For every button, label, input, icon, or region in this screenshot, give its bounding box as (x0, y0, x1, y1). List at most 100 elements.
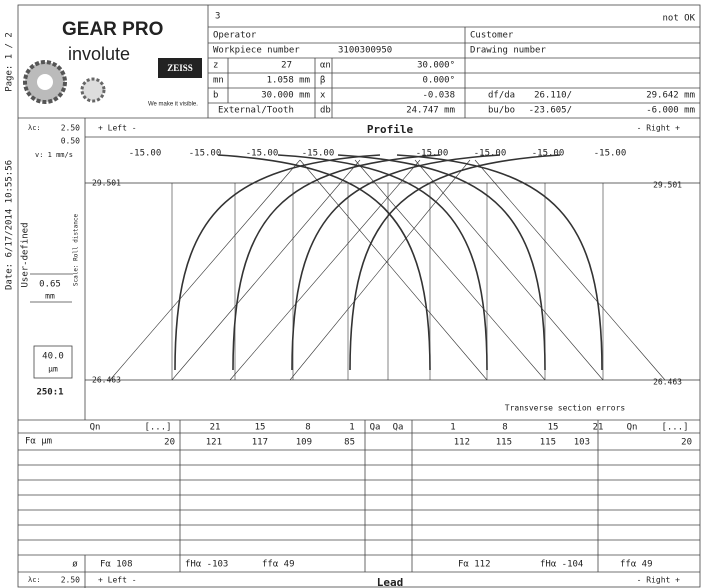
cell: Drawing number (470, 46, 546, 56)
logo-title: GEAR PRO (62, 19, 163, 40)
quality-cell: Qn (627, 423, 638, 433)
summary-cell: Fα 108 (100, 560, 133, 570)
summary-cell: fHα -104 (540, 560, 583, 570)
summary-cell: fHα -103 (185, 560, 228, 570)
cell: 24.747 mm (406, 106, 455, 116)
cell: Operator (213, 31, 257, 41)
value-cell: 109 (296, 438, 312, 448)
cell: 30.000° (417, 61, 455, 71)
summary-cell: Fα 112 (458, 560, 491, 570)
cell: -23.605/ (529, 106, 572, 116)
level-label: 29.501 (653, 181, 682, 190)
cell: 29.642 mm (646, 91, 695, 101)
page-number: Page: 1 / 2 (5, 32, 15, 92)
frame (17, 4, 701, 588)
cell: 3100300950 (338, 46, 392, 56)
value-cell: 85 (344, 438, 355, 448)
logo-brand: ZEISS (167, 63, 193, 73)
quality-cell: 8 (305, 423, 310, 433)
quality-cell: [...] (661, 423, 688, 433)
logo-slogan: We make it visible. (148, 102, 198, 108)
magnification: 250:1 (36, 388, 63, 398)
side-left: + Left - (98, 124, 137, 133)
level-label: 29.501 (92, 179, 121, 188)
tolerance-label: -15.00 (302, 149, 335, 159)
cell: bu/bo (488, 106, 515, 116)
summary-cell: ffα 49 (620, 560, 653, 570)
quality-cell: Qa (370, 423, 381, 433)
side-right: - Right + (637, 124, 681, 133)
quality-cell: 21 (593, 423, 604, 433)
quality-cell: 1 (349, 423, 354, 433)
level-label: 26.463 (653, 378, 682, 387)
probe-value: 0.50 (61, 137, 80, 146)
lambda-label: λc: (28, 576, 41, 584)
value-cell: 121 (206, 438, 222, 448)
row-label: Fα µm (25, 437, 52, 447)
cell: Customer (470, 31, 514, 41)
value-cell: 20 (681, 438, 692, 448)
cell: x (320, 91, 326, 101)
tolerance-label: -15.00 (416, 149, 449, 159)
logo-graphic (23, 58, 202, 104)
date: Date: 6/17/2014 10:55:56 (5, 160, 15, 290)
cell: 27 (281, 61, 292, 71)
logo-subtitle: involute (68, 44, 130, 64)
cell: External/Tooth (218, 106, 294, 116)
quality-cell: 21 (210, 423, 221, 433)
cell: -0.038 (422, 91, 455, 101)
cell: 0.000° (422, 76, 455, 86)
lambda-value: 2.50 (61, 576, 80, 585)
quality-cell: Qa (393, 423, 404, 433)
cell: 30.000 mm (261, 91, 310, 101)
value-cell: 103 (574, 438, 590, 448)
roll-unit: mm (45, 292, 55, 301)
cell: mn (213, 76, 224, 86)
dev-unit: µm (48, 365, 58, 374)
value-cell: 20 (164, 438, 175, 448)
filter: User-defined (21, 222, 31, 287)
profile-plot (85, 154, 700, 381)
cell: z (213, 61, 218, 71)
side-right: - Right + (637, 576, 681, 585)
tolerance-label: -15.00 (129, 149, 162, 159)
scale-label: Scale: Roll distance (73, 213, 80, 286)
cell: df/da (488, 91, 515, 101)
summary-cell: ø (72, 560, 78, 570)
report-number: 3 (215, 12, 220, 22)
tolerance-label: -15.00 (594, 149, 627, 159)
section-title: Lead (377, 576, 404, 588)
value-cell: 117 (252, 438, 268, 448)
cell: -6.000 mm (646, 106, 695, 116)
cell: b (213, 91, 218, 101)
quality-cell: 1 (450, 423, 455, 433)
tolerance-label: -15.00 (189, 149, 222, 159)
lambda-value: 2.50 (61, 124, 80, 133)
dev-value: 40.0 (42, 352, 64, 362)
lambda-label: λc: (28, 124, 41, 132)
value-cell: 115 (496, 438, 512, 448)
tolerance-label: -15.00 (246, 149, 279, 159)
quality-cell: Qn (90, 423, 101, 433)
value-cell: 112 (454, 438, 470, 448)
summary-cell: ffα 49 (262, 560, 295, 570)
cell: αn (320, 61, 331, 71)
tolerance-label: -15.00 (532, 149, 565, 159)
speed: v: 1 mm/s (35, 151, 73, 159)
quality-cell: 15 (548, 423, 559, 433)
quality-cell: 15 (255, 423, 266, 433)
cell: β (320, 76, 325, 86)
side-left: + Left - (98, 576, 137, 585)
tolerance-label: -15.00 (474, 149, 507, 159)
cell: 26.110/ (534, 91, 572, 101)
note: Transverse section errors (505, 404, 626, 413)
level-label: 26.463 (92, 376, 121, 385)
section-title: Profile (367, 123, 414, 136)
quality-cell: 8 (502, 423, 507, 433)
cell: 1.058 mm (267, 76, 310, 86)
status: not OK (662, 14, 695, 24)
cell: Workpiece number (213, 46, 300, 56)
roll-value: 0.65 (39, 280, 61, 290)
